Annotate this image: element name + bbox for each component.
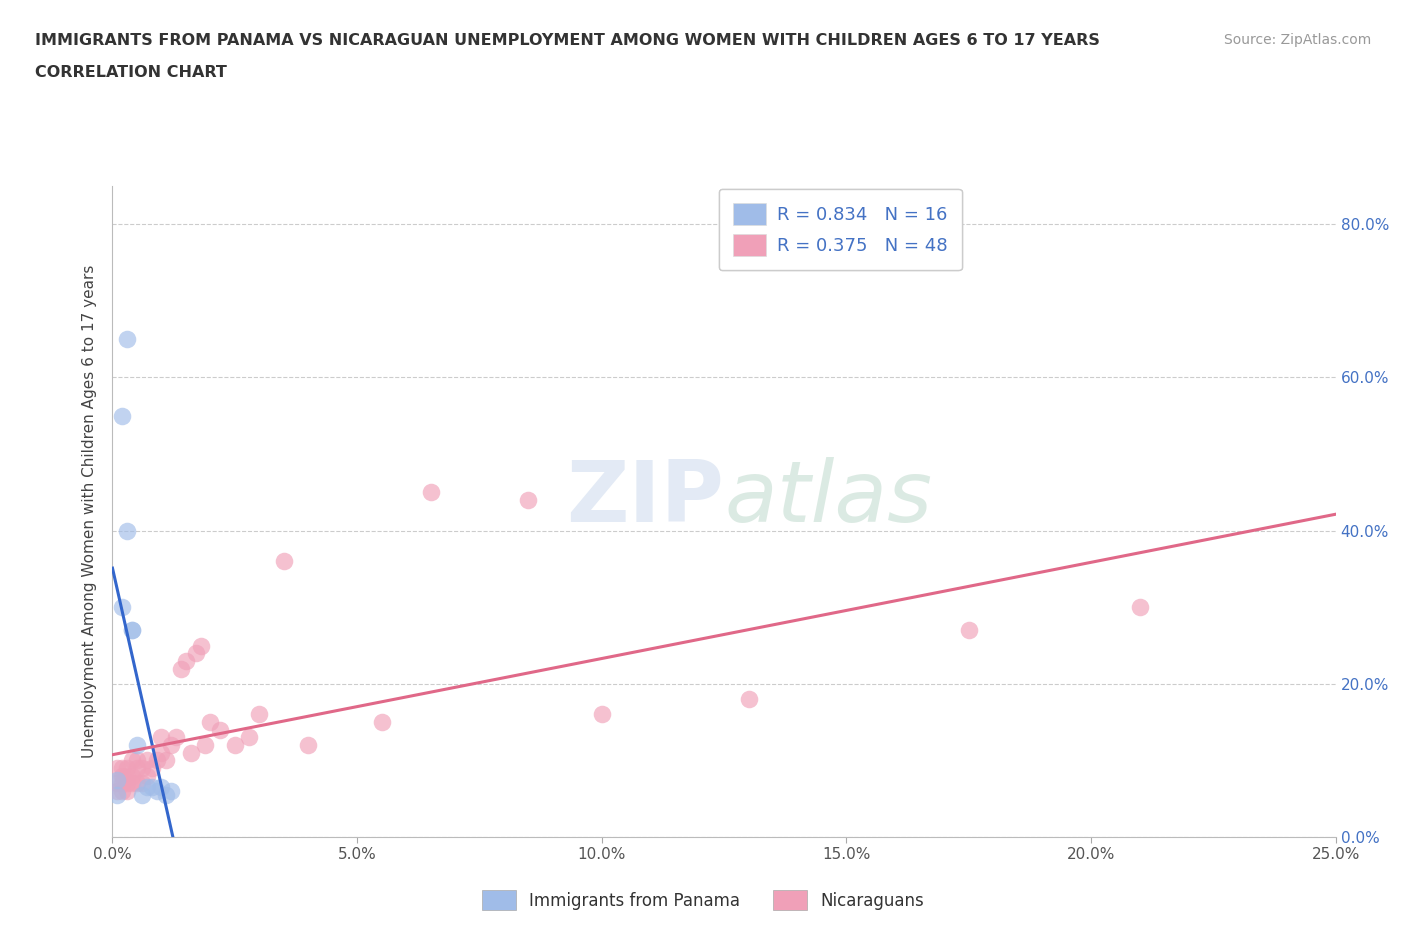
Point bbox=[1129, 600, 1152, 615]
Point bbox=[155, 753, 177, 768]
Point bbox=[170, 661, 193, 676]
Point bbox=[174, 654, 197, 669]
Point bbox=[145, 784, 167, 799]
Point bbox=[115, 768, 138, 783]
Point bbox=[150, 779, 173, 794]
Point bbox=[125, 761, 148, 776]
Point bbox=[224, 737, 246, 752]
Point bbox=[105, 761, 128, 776]
Point bbox=[957, 623, 980, 638]
Point bbox=[115, 776, 138, 790]
Point bbox=[121, 753, 143, 768]
Point bbox=[115, 332, 138, 347]
Point bbox=[105, 772, 128, 787]
Point bbox=[115, 524, 138, 538]
Point bbox=[160, 737, 183, 752]
Point bbox=[121, 623, 143, 638]
Point bbox=[737, 692, 759, 707]
Point bbox=[160, 784, 183, 799]
Point bbox=[115, 784, 138, 799]
Point bbox=[190, 638, 212, 653]
Point bbox=[370, 714, 392, 729]
Text: CORRELATION CHART: CORRELATION CHART bbox=[35, 65, 226, 80]
Point bbox=[184, 645, 207, 660]
Point bbox=[135, 768, 157, 783]
Point bbox=[111, 768, 134, 783]
Point bbox=[419, 485, 441, 499]
Point bbox=[125, 753, 148, 768]
Point bbox=[125, 776, 148, 790]
Legend: Immigrants from Panama, Nicaraguans: Immigrants from Panama, Nicaraguans bbox=[475, 884, 931, 917]
Point bbox=[517, 493, 540, 508]
Point bbox=[135, 779, 157, 794]
Point bbox=[180, 745, 202, 760]
Point bbox=[209, 723, 232, 737]
Point bbox=[273, 554, 295, 569]
Point bbox=[145, 753, 167, 768]
Point bbox=[111, 784, 134, 799]
Point bbox=[105, 788, 128, 803]
Point bbox=[238, 730, 260, 745]
Point bbox=[121, 768, 143, 783]
Point bbox=[111, 776, 134, 790]
Point bbox=[131, 788, 153, 803]
Point bbox=[247, 707, 270, 722]
Legend: R = 0.834   N = 16, R = 0.375   N = 48: R = 0.834 N = 16, R = 0.375 N = 48 bbox=[718, 189, 962, 271]
Point bbox=[150, 745, 173, 760]
Point bbox=[297, 737, 319, 752]
Text: ZIP: ZIP bbox=[567, 457, 724, 540]
Point bbox=[131, 776, 153, 790]
Point bbox=[111, 408, 134, 423]
Y-axis label: Unemployment Among Women with Children Ages 6 to 17 years: Unemployment Among Women with Children A… bbox=[82, 265, 97, 758]
Point bbox=[131, 761, 153, 776]
Point bbox=[150, 730, 173, 745]
Point bbox=[105, 784, 128, 799]
Point bbox=[591, 707, 613, 722]
Point bbox=[165, 730, 187, 745]
Point bbox=[194, 737, 217, 752]
Point bbox=[115, 761, 138, 776]
Point bbox=[111, 761, 134, 776]
Point bbox=[121, 776, 143, 790]
Point bbox=[125, 737, 148, 752]
Text: Source: ZipAtlas.com: Source: ZipAtlas.com bbox=[1223, 33, 1371, 46]
Point bbox=[200, 714, 222, 729]
Point bbox=[105, 776, 128, 790]
Point bbox=[111, 600, 134, 615]
Point bbox=[141, 779, 163, 794]
Text: atlas: atlas bbox=[724, 457, 932, 540]
Point bbox=[121, 623, 143, 638]
Text: IMMIGRANTS FROM PANAMA VS NICARAGUAN UNEMPLOYMENT AMONG WOMEN WITH CHILDREN AGES: IMMIGRANTS FROM PANAMA VS NICARAGUAN UNE… bbox=[35, 33, 1099, 47]
Point bbox=[155, 788, 177, 803]
Point bbox=[141, 761, 163, 776]
Point bbox=[135, 753, 157, 768]
